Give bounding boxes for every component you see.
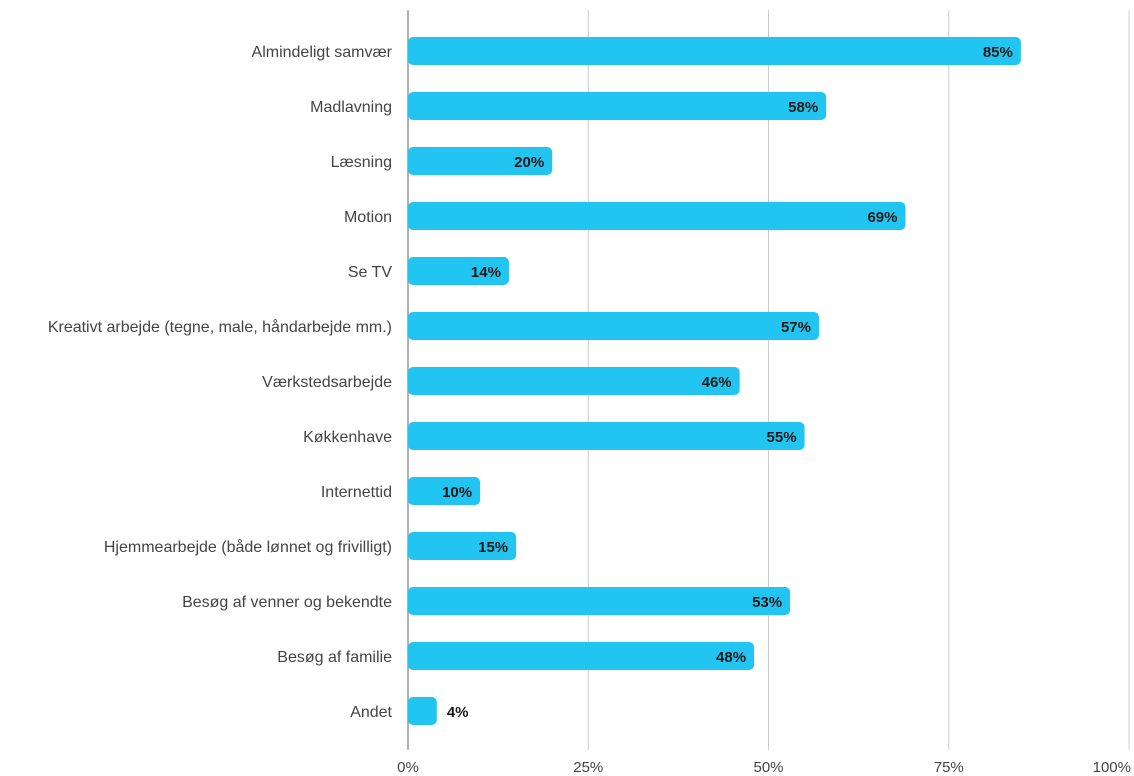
category-label: Andet: [350, 704, 392, 721]
category-label: Besøg af familie: [277, 649, 392, 666]
data-label: 53%: [752, 594, 782, 611]
x-tick-label: 75%: [934, 759, 964, 776]
data-label: 15%: [478, 539, 508, 556]
data-label: 20%: [514, 154, 544, 171]
data-label: 4%: [447, 704, 469, 721]
data-label: 46%: [702, 374, 732, 391]
bar: [408, 367, 740, 395]
x-tick-label: 50%: [753, 759, 783, 776]
category-label: Almindeligt samvær: [252, 44, 393, 61]
data-label: 58%: [788, 99, 818, 116]
x-axis-ticks: 0% 25% 50% 75% 100%: [397, 759, 1131, 776]
category-label: Hjemmearbejde (både lønnet og frivilligt…: [104, 538, 392, 556]
bar: [408, 532, 517, 560]
category-label: Besøg af venner og bekendte: [182, 594, 392, 611]
data-label: 48%: [716, 649, 746, 666]
bar: [408, 642, 755, 670]
bar: [408, 587, 791, 615]
category-label: Køkkenhave: [303, 429, 392, 446]
x-tick-label: 25%: [573, 759, 603, 776]
category-label: Motion: [344, 209, 392, 226]
bar: [408, 257, 509, 285]
bar: [408, 477, 481, 505]
category-label: Se TV: [348, 264, 393, 281]
bar: [408, 697, 437, 725]
data-label: 57%: [781, 319, 811, 336]
bar: [408, 147, 553, 175]
category-label: Kreativt arbejde (tegne, male, håndarbej…: [48, 318, 392, 336]
category-labels: Almindeligt samvær Madlavning Læsning Motio…: [48, 44, 393, 721]
category-label: Internettid: [321, 484, 392, 501]
data-label: 69%: [867, 209, 897, 226]
bar: [408, 202, 906, 230]
bar: [408, 422, 805, 450]
x-tick-label: 100%: [1093, 759, 1131, 776]
data-label: 14%: [471, 264, 501, 281]
bar: [408, 312, 819, 340]
bar: [408, 37, 1021, 65]
data-label: 10%: [442, 484, 472, 501]
category-label: Værkstedsarbejde: [262, 374, 392, 391]
category-label: Madlavning: [310, 99, 392, 116]
x-tick-label: 0%: [397, 759, 419, 776]
bars: 85% 58% 20% 69% 14% 57% 46% 55% 10% 15% 53% 48% 4%: [408, 37, 1021, 725]
bar: [408, 92, 827, 120]
category-label: Læsning: [331, 154, 392, 171]
data-label: 85%: [983, 44, 1013, 61]
data-label: 55%: [767, 429, 797, 446]
